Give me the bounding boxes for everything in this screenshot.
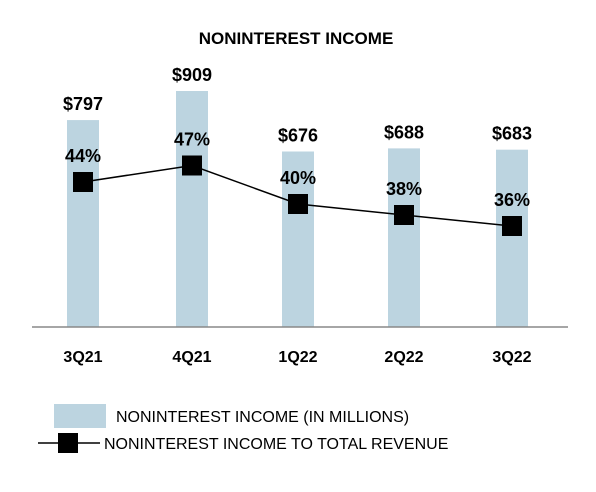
bar-3q22: [496, 149, 528, 327]
bar-series: $797 $909 $676 $688 $683: [63, 65, 532, 327]
percent-value-label: 47%: [174, 130, 210, 150]
percent-value-label: 38%: [386, 179, 422, 199]
bar-value-label: $688: [384, 122, 424, 142]
bar-2q22: [388, 148, 420, 327]
legend-marker-swatch: [58, 433, 78, 453]
percent-marker: [502, 216, 522, 236]
bar-value-label: $683: [492, 124, 532, 144]
x-tick-label: 3Q22: [492, 349, 531, 366]
bar-4q21: [176, 91, 208, 327]
x-axis-ticks: 3Q21 4Q21 1Q22 2Q22 3Q22: [63, 349, 531, 366]
percent-value-label: 36%: [494, 190, 530, 210]
legend-bar-label: NONINTEREST INCOME (IN MILLIONS): [116, 409, 409, 426]
legend-line-label: NONINTEREST INCOME TO TOTAL REVENUE: [104, 436, 448, 453]
bar-3q21: [67, 120, 99, 327]
x-tick-label: 3Q21: [63, 349, 102, 366]
percent-value-label: 44%: [65, 146, 101, 166]
legend: NONINTEREST INCOME (IN MILLIONS) NONINTE…: [38, 404, 448, 453]
legend-bar-swatch: [54, 404, 106, 428]
percent-marker: [182, 155, 202, 176]
percent-line-series: 44% 47% 40% 38% 36%: [65, 130, 530, 236]
x-tick-label: 1Q22: [278, 349, 317, 366]
x-tick-label: 2Q22: [384, 349, 423, 366]
bar-value-label: $797: [63, 94, 103, 114]
bar-1q22: [282, 151, 314, 327]
percent-marker: [73, 172, 93, 192]
percent-value-label: 40%: [280, 168, 316, 188]
bar-value-label: $909: [172, 65, 212, 85]
x-tick-label: 4Q21: [172, 349, 211, 366]
percent-marker: [288, 194, 308, 214]
percent-marker: [394, 205, 414, 225]
chart-title: NONINTEREST INCOME: [199, 29, 394, 48]
bar-value-label: $676: [278, 125, 318, 145]
